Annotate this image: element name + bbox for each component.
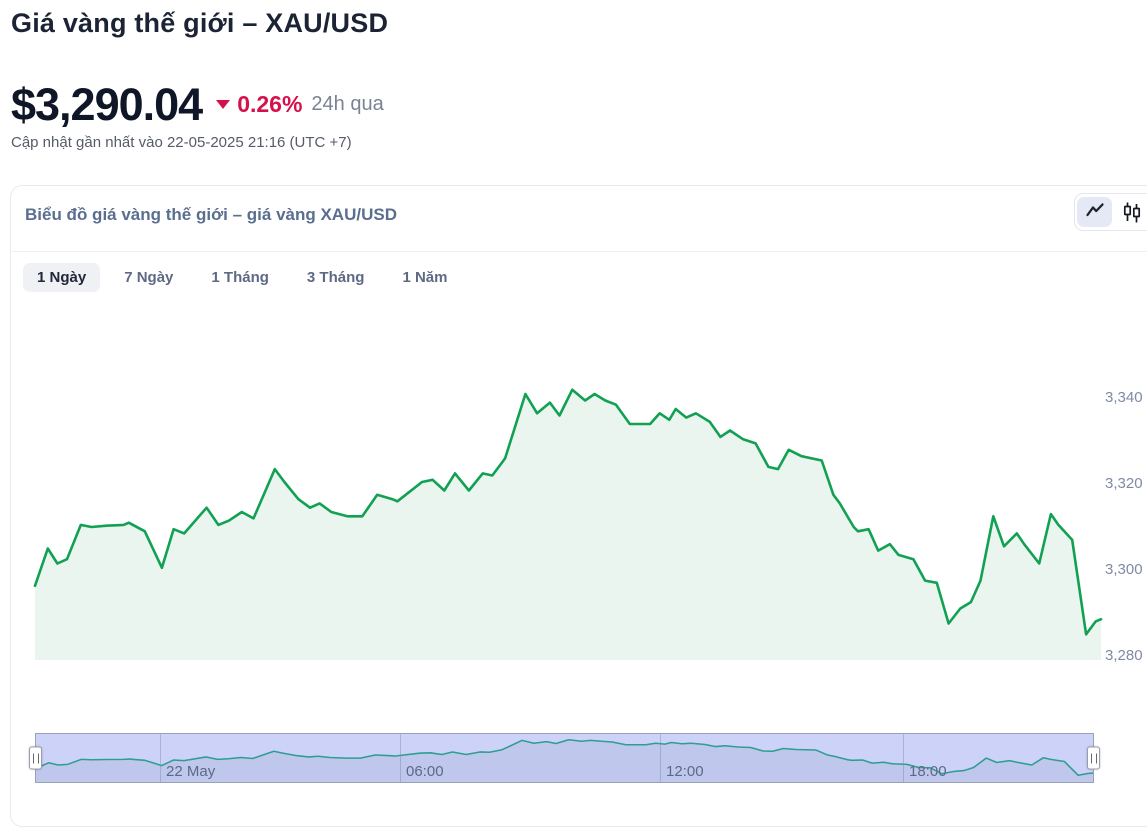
price-row: $3,290.04 0.26% 24h qua (11, 82, 384, 127)
card-divider (11, 251, 1147, 252)
y-axis-label: 3,300 (1105, 560, 1143, 578)
navigator-gridline (903, 734, 904, 782)
change-period: 24h qua (311, 93, 384, 115)
chart-title: Biểu đồ giá vàng thế giới – giá vàng XAU… (25, 205, 397, 224)
chart-card: Biểu đồ giá vàng thế giới – giá vàng XAU… (10, 185, 1147, 827)
range-tabs: 1 Ngày 7 Ngày 1 Tháng 3 Tháng 1 Năm (23, 263, 461, 292)
candlestick-chart-button[interactable] (1114, 197, 1147, 227)
tab-1-thang[interactable]: 1 Tháng (197, 263, 283, 292)
y-axis-label: 3,280 (1105, 646, 1143, 664)
tab-1-ngay[interactable]: 1 Ngày (23, 263, 101, 292)
navigator-gridline (400, 734, 401, 782)
current-price: $3,290.04 (11, 79, 203, 130)
chart-type-toggle (1074, 193, 1147, 231)
x-axis-label: 12:00 (666, 763, 704, 780)
change-percent: 0.26% (237, 91, 303, 117)
line-chart-icon (1085, 203, 1104, 217)
handle-grip-icon (32, 753, 39, 763)
page-title: Giá vàng thế giới – XAU/USD (11, 8, 389, 38)
price-change: 0.26% (216, 91, 302, 118)
x-axis-label: 06:00 (406, 763, 444, 780)
y-axis-labels: 3,340 3,320 3,300 3,280 (1105, 379, 1147, 663)
navigator-left-handle[interactable] (29, 746, 42, 770)
navigator-mini-chart (36, 738, 1093, 782)
navigator-gridline (160, 734, 161, 782)
tab-7-ngay[interactable]: 7 Ngày (110, 263, 187, 292)
x-axis-label: 22 May (166, 763, 216, 780)
y-axis-label: 3,320 (1105, 475, 1143, 493)
line-chart-button[interactable] (1077, 197, 1112, 227)
range-navigator[interactable]: 22 May 06:00 12:00 18:00 (29, 733, 1100, 783)
x-axis-label: 18:00 (909, 763, 947, 780)
y-axis-label: 3,340 (1105, 389, 1143, 407)
down-triangle-icon (216, 100, 231, 109)
navigator-right-handle[interactable] (1087, 746, 1100, 770)
navigator-gridline (660, 734, 661, 782)
tab-3-thang[interactable]: 3 Tháng (293, 263, 379, 292)
tab-1-nam[interactable]: 1 Năm (388, 263, 461, 292)
candlestick-icon (1123, 202, 1140, 223)
price-area-chart[interactable] (33, 379, 1103, 660)
last-updated: Cập nhật gần nhất vào 22-05-2025 21:16 (… (11, 134, 352, 151)
handle-grip-icon (1090, 753, 1097, 763)
